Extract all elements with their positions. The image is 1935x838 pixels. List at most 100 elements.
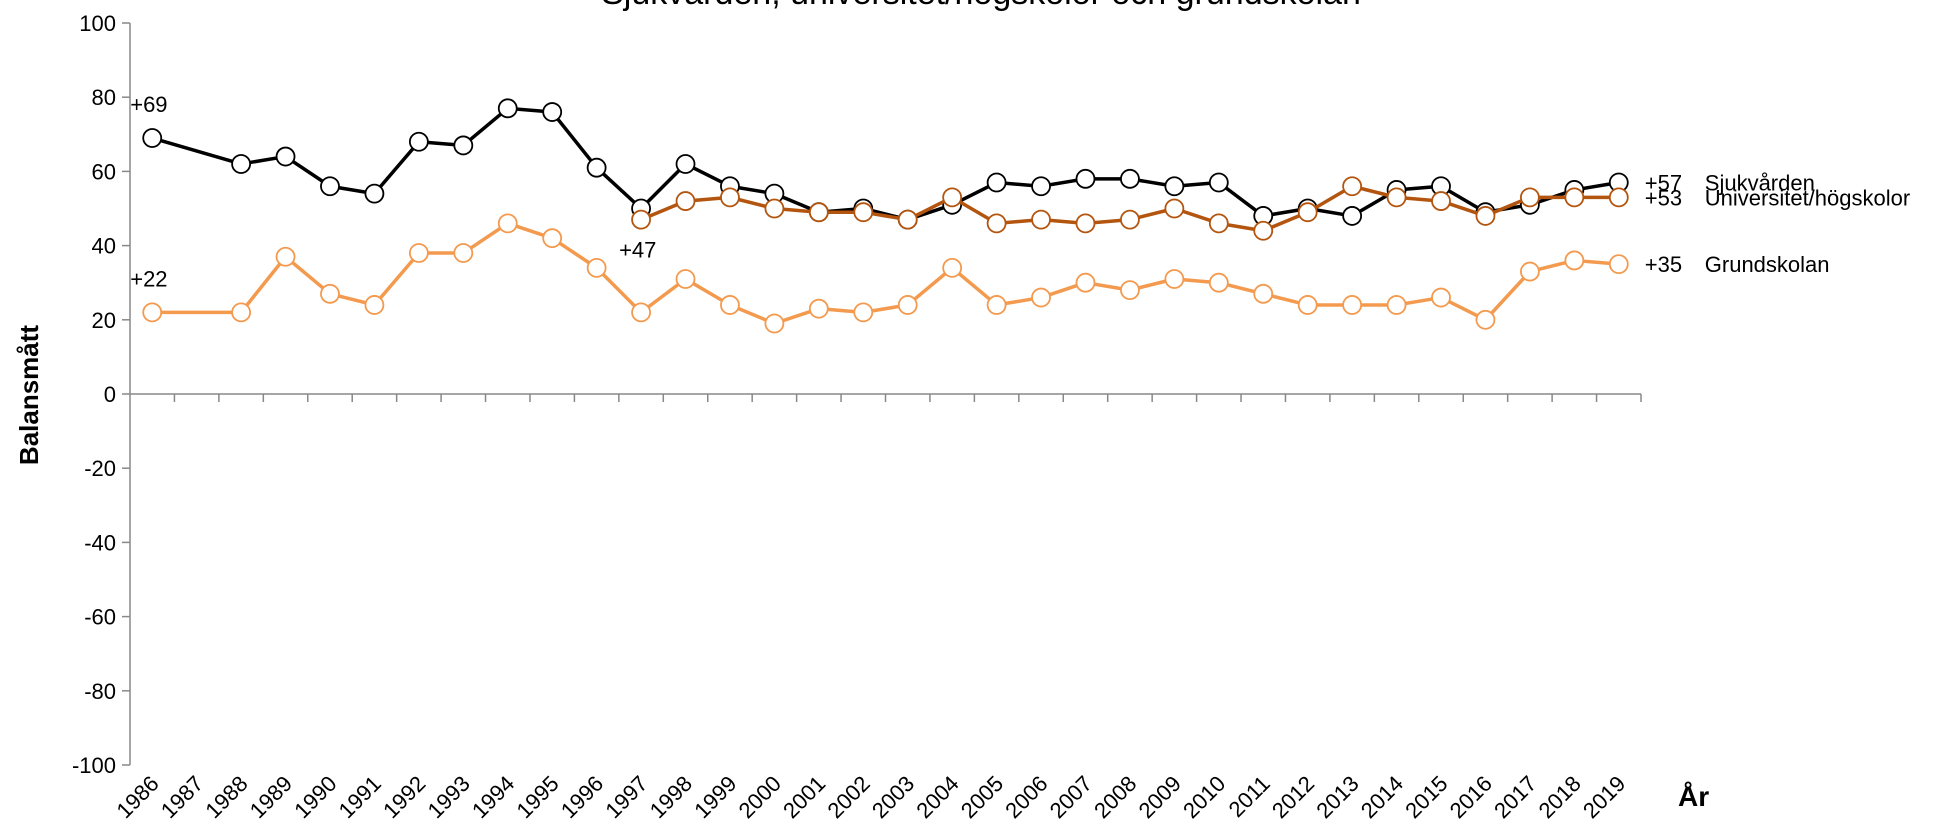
chart-title: Sjukvården, universitet/högskolor och gr… [601, 0, 1361, 12]
point [453, 135, 474, 156]
y-tick-label: -80 [84, 679, 116, 704]
point [586, 157, 607, 178]
point [142, 128, 163, 148]
x-tick-label: 2016 [1445, 771, 1497, 823]
point [986, 172, 1007, 193]
x-tick-label: 1988 [200, 771, 252, 823]
x-tick-label: 2015 [1400, 771, 1452, 823]
x-tick-label: 1989 [245, 771, 297, 823]
point [1475, 206, 1496, 226]
point [408, 131, 429, 152]
point [720, 295, 740, 315]
value-label: +57 [1645, 171, 1682, 196]
point [1031, 209, 1051, 230]
point [808, 298, 829, 319]
x-tick-label: 1996 [556, 771, 608, 823]
point [320, 283, 340, 304]
point [720, 187, 740, 208]
x-tick-label: 2018 [1534, 771, 1586, 823]
point [1564, 187, 1585, 208]
x-tick-label: 1998 [645, 771, 697, 823]
point [1431, 287, 1451, 308]
point [1120, 280, 1140, 301]
point [1075, 213, 1096, 234]
point [453, 243, 474, 263]
point [408, 243, 429, 263]
point [631, 209, 651, 230]
point [853, 302, 874, 323]
point [897, 209, 918, 230]
point [1253, 283, 1274, 304]
x-tick-label: 1995 [511, 771, 563, 823]
point [275, 246, 296, 267]
point [1120, 209, 1140, 230]
x-tick-label: 1992 [378, 771, 430, 823]
point [1342, 295, 1363, 315]
point [942, 187, 963, 208]
x-tick-label: 2009 [1134, 771, 1186, 823]
x-tick-label: 2017 [1489, 771, 1541, 823]
x-tick-label: 2003 [867, 771, 919, 823]
x-tick-label: 2014 [1356, 771, 1408, 823]
value-label: +22 [130, 266, 167, 291]
point [1208, 172, 1229, 193]
point [364, 295, 385, 315]
point [1475, 309, 1496, 330]
point [497, 98, 518, 119]
point [275, 146, 296, 167]
x-tick-label: 2008 [1089, 771, 1141, 823]
y-tick-label: 80 [92, 85, 116, 110]
value-label: +35 [1645, 252, 1682, 277]
point [1208, 213, 1229, 234]
point [897, 295, 918, 315]
x-tick-label: 1991 [334, 771, 386, 823]
y-tick-label: 40 [92, 234, 116, 259]
point [1208, 272, 1229, 293]
y-tick-label: 20 [92, 308, 116, 333]
point [1031, 176, 1051, 197]
x-tick-label: 1986 [111, 771, 163, 823]
point [231, 154, 252, 174]
point [808, 202, 829, 223]
point [1342, 176, 1363, 197]
point [1120, 168, 1140, 189]
point [586, 257, 607, 278]
point [542, 228, 563, 249]
x-tick-label: 2005 [956, 771, 1008, 823]
point [764, 313, 785, 334]
legend-label: Universitet/högskolor [1705, 185, 1910, 210]
x-tick-label: 2010 [1178, 771, 1230, 823]
value-label: +47 [619, 238, 656, 263]
point [542, 102, 563, 122]
point [1297, 295, 1318, 315]
value-label: +53 [1645, 185, 1682, 210]
x-tick-label: 2007 [1045, 771, 1097, 823]
x-tick-label: 1997 [600, 771, 652, 823]
x-tick-label: 2002 [823, 771, 875, 823]
legend-label: Sjukvården [1705, 171, 1815, 196]
point [1608, 187, 1629, 208]
point [675, 191, 696, 211]
value-label: +69 [130, 92, 167, 117]
y-axis-label: Balansmått [14, 325, 44, 465]
point [1386, 295, 1407, 315]
point [986, 213, 1007, 234]
point [675, 269, 696, 289]
point [364, 183, 385, 204]
y-tick-label: 0 [104, 382, 116, 407]
x-tick-label: 1990 [289, 771, 341, 823]
point [1608, 254, 1629, 275]
y-tick-label: -100 [72, 753, 116, 778]
point [1075, 168, 1096, 189]
point [1342, 206, 1363, 226]
point [1564, 250, 1585, 271]
point [675, 154, 696, 174]
legend-label: Grundskolan [1705, 252, 1830, 277]
x-tick-label: 2006 [1000, 771, 1052, 823]
point [320, 176, 340, 197]
point [986, 295, 1007, 315]
x-tick-label: 2000 [734, 771, 786, 823]
point [764, 198, 785, 219]
point [1519, 261, 1540, 282]
